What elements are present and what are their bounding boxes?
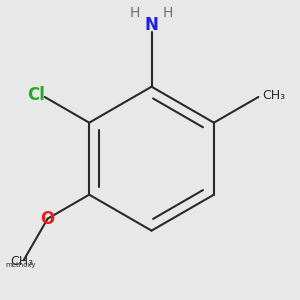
Text: H: H: [130, 6, 140, 20]
Text: Cl: Cl: [27, 86, 45, 104]
Text: H: H: [163, 6, 173, 20]
Text: O: O: [40, 210, 55, 228]
Text: CH₃: CH₃: [11, 255, 34, 268]
Text: methoxy: methoxy: [5, 262, 35, 268]
Text: N: N: [145, 16, 158, 34]
Text: CH₃: CH₃: [262, 89, 285, 102]
